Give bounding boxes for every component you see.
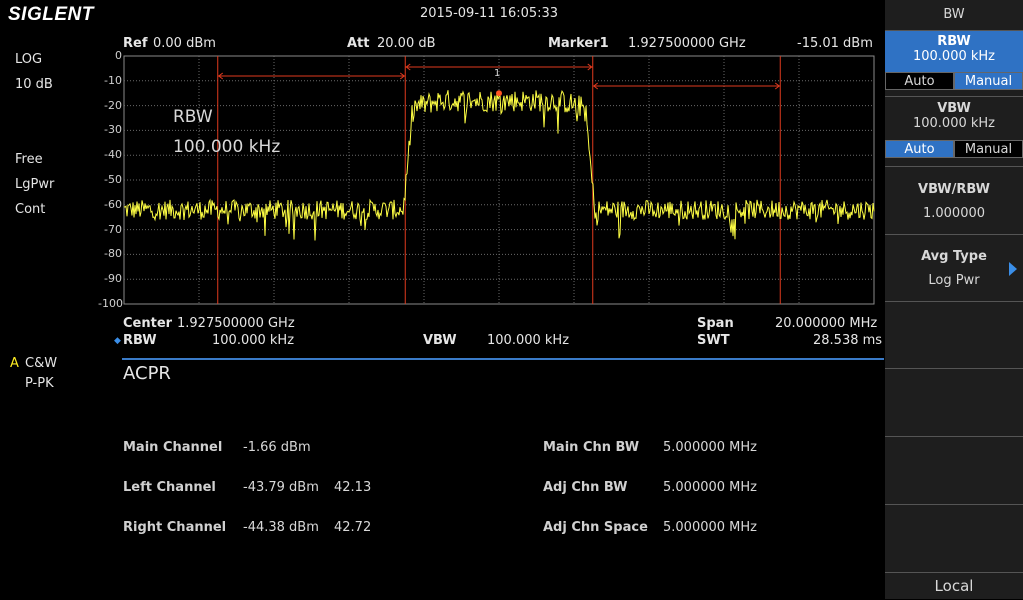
trace-mode: C&W — [25, 356, 58, 371]
rbw-manual-option[interactable]: Manual — [954, 72, 1023, 90]
marker-1 — [496, 90, 502, 97]
local-button-label: Local — [934, 577, 974, 595]
overlay-rbw-label: RBW — [173, 107, 213, 127]
vbw-rbw-value: 1.000000 — [922, 206, 986, 221]
span-value: 20.000000 MHz — [775, 316, 878, 331]
vbw-rbw-softkey[interactable]: VBW/RBW 1.000000 — [885, 166, 1023, 232]
vbw-rbw-title: VBW/RBW — [918, 182, 990, 197]
channel-lines — [217, 56, 781, 304]
vbw-manual-option[interactable]: Manual — [954, 140, 1023, 158]
spectrum-trace — [123, 90, 875, 241]
rbw-softkey[interactable]: RBW 100.000 kHz — [885, 30, 1023, 72]
left-channel-label: Left Channel — [123, 480, 216, 495]
att-value: 20.00 dB — [377, 36, 436, 51]
swt-label: SWT — [697, 333, 730, 348]
datetime: 2015-09-11 16:05:33 — [420, 6, 559, 21]
avg-type-title: Avg Type — [921, 249, 987, 264]
adj-chn-space-value: 5.000000 MHz — [663, 520, 757, 535]
center-value: 1.927500000 GHz — [177, 316, 295, 331]
sweep-mode: Cont — [15, 202, 46, 217]
rbw-label: RBW — [123, 333, 157, 348]
avg-type-status: LgPwr — [15, 177, 55, 192]
y-tick-label: -90 — [104, 272, 122, 286]
vbw-auto-manual-toggle[interactable]: Auto Manual — [885, 140, 1023, 158]
y-tick-label: -30 — [104, 123, 122, 137]
right-channel-ratio: 42.72 — [334, 520, 372, 535]
adj-chn-space-label: Adj Chn Space — [543, 520, 648, 535]
softkey-empty-5 — [885, 301, 1023, 368]
menu-title: BW — [885, 0, 1023, 30]
main-chn-bw-value: 5.000000 MHz — [663, 440, 757, 455]
y-tick-label: -60 — [104, 197, 122, 211]
arrow-head — [217, 72, 224, 80]
y-tick-label: -80 — [104, 247, 122, 261]
marker-level: -15.01 dBm — [797, 36, 873, 51]
trigger-mode: Free — [15, 152, 43, 167]
rbw-softkey-value: 100.000 kHz — [912, 49, 996, 64]
y-tick-label: -50 — [104, 173, 122, 186]
vbw-softkey[interactable]: VBW 100.000 kHz — [885, 96, 1023, 140]
vbw-label: VBW — [423, 333, 457, 348]
adj-chn-bw-value: 5.000000 MHz — [663, 480, 757, 495]
left-channel-ratio: 42.13 — [334, 480, 372, 495]
submenu-arrow-icon — [1009, 262, 1017, 276]
vbw-softkey-value: 100.000 kHz — [912, 116, 996, 131]
trace-detector: P-PK — [25, 376, 54, 391]
main-chn-bw-label: Main Chn BW — [543, 440, 640, 455]
marker-1-point — [496, 90, 502, 97]
y-tick-label: 0 — [115, 49, 122, 62]
rbw-softkey-title: RBW — [937, 34, 971, 49]
softkey-empty-7 — [885, 436, 1023, 504]
arrow-head — [405, 63, 411, 71]
menu-title-text: BW — [943, 7, 965, 22]
center-label: Center — [123, 316, 173, 331]
ref-value: 0.00 dBm — [153, 36, 216, 51]
scale-type: LOG — [15, 52, 43, 67]
rbw-auto-option[interactable]: Auto — [885, 72, 954, 90]
y-tick-label: -100 — [98, 297, 123, 310]
main-channel-label: Main Channel — [123, 440, 223, 455]
marker-frequency: 1.927500000 GHz — [628, 36, 746, 51]
separator — [122, 358, 884, 360]
rbw-auto-manual-toggle[interactable]: Auto Manual — [885, 72, 1023, 90]
acpr-title: ACPR — [123, 363, 171, 384]
vbw-auto-option[interactable]: Auto — [885, 140, 954, 158]
rbw-value: 100.000 kHz — [212, 333, 295, 348]
y-tick-label: -40 — [104, 148, 122, 162]
softkey-empty-8 — [885, 504, 1023, 572]
arrow-head — [592, 82, 599, 90]
arrow-head — [774, 82, 781, 90]
avg-type-softkey[interactable]: Avg Type Log Pwr — [885, 234, 1023, 300]
y-tick-label: -10 — [104, 73, 122, 87]
left-channel-value: -43.79 dBm — [243, 480, 319, 495]
y-tick-label: -70 — [104, 222, 122, 236]
span-label: Span — [697, 316, 734, 331]
marker-label: Marker1 — [548, 36, 609, 51]
vbw-value: 100.000 kHz — [487, 333, 570, 348]
softkey-panel — [885, 0, 1023, 599]
siglent-logo: SIGLENT — [8, 4, 94, 25]
vbw-softkey-title: VBW — [937, 101, 971, 116]
avg-type-value: Log Pwr — [928, 273, 980, 288]
att-label: Att — [347, 36, 370, 51]
overlay-rbw-value: 100.000 kHz — [173, 137, 281, 157]
adj-chn-bw-label: Adj Chn BW — [543, 480, 628, 495]
right-channel-value: -44.38 dBm — [243, 520, 319, 535]
arrow-head — [399, 72, 406, 80]
softkey-empty-6 — [885, 368, 1023, 436]
right-channel-label: Right Channel — [123, 520, 227, 535]
scale-div: 10 dB — [15, 77, 53, 92]
ref-label: Ref — [123, 36, 148, 51]
swt-value: 28.538 ms — [813, 333, 883, 348]
arrow-head — [587, 63, 593, 71]
trace-letter: A — [10, 356, 19, 371]
local-button[interactable]: Local — [885, 572, 1023, 599]
main-channel-value: -1.66 dBm — [243, 440, 311, 455]
marker-number: 1 — [494, 68, 501, 79]
y-tick-label: -20 — [104, 98, 122, 112]
rbw-indicator-icon: ◆ — [114, 336, 121, 346]
